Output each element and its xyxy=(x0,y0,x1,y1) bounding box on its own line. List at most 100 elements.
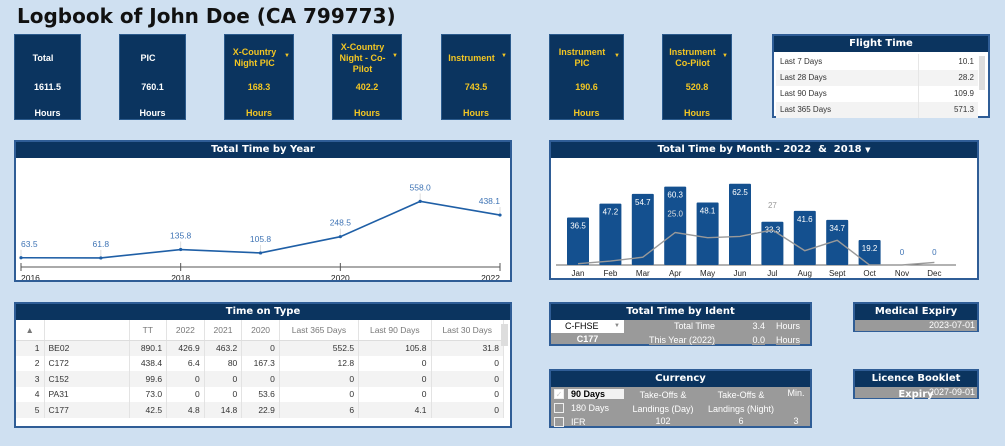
chevron-down-icon: ▼ xyxy=(614,323,620,329)
month-label: May xyxy=(700,269,715,278)
bar-label: 62.5 xyxy=(732,188,748,197)
card-unit: Hours xyxy=(245,108,272,118)
hours: 109.9 xyxy=(918,86,978,102)
year-line-chart: 63.5 61.8 135.8 105.8 248.5 558.0 438.1 2016 201… xyxy=(19,182,502,283)
bar xyxy=(631,193,654,265)
stat-card: Total 1611.5 Hours xyxy=(14,34,81,120)
bar xyxy=(664,186,687,265)
selected-ident: C-FHSE xyxy=(565,321,599,331)
month-label: Dec xyxy=(927,269,941,278)
stat-card[interactable]: Instrument PIC ▼ 190.6 Hours xyxy=(549,34,624,120)
month-label: Aug xyxy=(798,269,812,278)
stat-card[interactable]: Instrument ▼ 743.5 Hours xyxy=(441,34,511,120)
table-cell: 3 xyxy=(16,371,45,387)
panel-title: Medical Expiry xyxy=(855,304,977,320)
chevron-down-icon[interactable]: ▼ xyxy=(284,53,290,59)
table-header: ▲ TT 2022 2021 2020 Last 365 Days Last 90 Days… xyxy=(16,320,504,341)
currency-option[interactable]: 180 Days xyxy=(554,403,624,413)
column-header[interactable] xyxy=(44,320,130,341)
year-value: 0.0 xyxy=(752,335,765,345)
chart-title-dropdown[interactable]: Total Time by Month - 2022 & 2018 ▼ xyxy=(551,142,977,158)
card-unit: Hours xyxy=(462,108,489,118)
hours: 10.1 xyxy=(918,54,978,70)
table-cell: 552.5 xyxy=(279,340,360,356)
licence-expiry-date: 2027-09-01 xyxy=(855,387,977,398)
card-label: X-Country Night PIC xyxy=(232,47,277,68)
tick-label: 2016 xyxy=(21,273,40,280)
panel-title: Total Time by Ident xyxy=(551,304,810,320)
column-header[interactable]: Last 90 Days xyxy=(358,320,432,341)
chevron-down-icon[interactable]: ▼ xyxy=(392,53,398,59)
column-header[interactable]: 2020 xyxy=(241,320,280,341)
table-row[interactable]: 2 C172 438.4 6.4 80 167.3 12.8 0 0 xyxy=(16,355,504,371)
data-point xyxy=(418,199,422,203)
option-label: 90 Days xyxy=(568,389,624,399)
table-cell: 0 xyxy=(358,386,432,402)
table-cell: C172 xyxy=(44,355,130,371)
currency-option[interactable]: IFR xyxy=(554,417,624,427)
line-label: 25.0 xyxy=(667,210,683,219)
chevron-down-icon[interactable]: ▼ xyxy=(722,53,728,59)
chevron-down-icon[interactable]: ▼ xyxy=(614,53,620,59)
month-label: Jul xyxy=(767,269,777,278)
hours: 571.3 xyxy=(918,102,978,118)
table-cell: 6.4 xyxy=(166,355,205,371)
table-cell: 0 xyxy=(431,386,504,402)
panel-title: Licence Booklet Expiry xyxy=(855,371,977,400)
table-cell: 5 xyxy=(16,402,45,418)
column-header[interactable]: TT xyxy=(129,320,168,341)
month-label: Apr xyxy=(669,269,682,278)
year-label: This Year (2022) xyxy=(648,335,715,345)
table-cell: 890.1 xyxy=(129,340,168,356)
bar-label: 36.5 xyxy=(570,222,586,231)
data-point xyxy=(19,256,23,260)
table-cell: 42.5 xyxy=(129,402,168,418)
ident-select[interactable]: C-FHSE ▼ xyxy=(551,320,624,333)
night-value: 6 xyxy=(702,416,780,426)
table-cell: 0 xyxy=(204,386,243,402)
checkbox-icon[interactable] xyxy=(554,417,564,427)
table-row[interactable]: 1 BE02 890.1 426.9 463.2 0 552.5 105.8 31.8 xyxy=(16,340,504,356)
scrollbar[interactable] xyxy=(501,324,508,346)
table-cell: C152 xyxy=(44,371,130,387)
table-cell: 31.8 xyxy=(431,340,504,356)
card-unit: Hours xyxy=(573,108,600,118)
table-cell: 0 xyxy=(241,371,280,387)
table-row[interactable]: 3 C152 99.6 0 0 0 0 0 0 xyxy=(16,371,504,387)
total-time-by-month-chart: Total Time by Month - 2022 & 2018 ▼ 36.5… xyxy=(549,140,979,280)
table-cell: 12.8 xyxy=(279,355,360,371)
stat-card[interactable]: X-Country Night PIC ▼ 168.3 Hours xyxy=(224,34,294,120)
period: Last 365 Days xyxy=(780,105,832,114)
column-header[interactable]: 2022 xyxy=(166,320,205,341)
card-value: 1611.5 xyxy=(33,82,62,92)
data-point xyxy=(258,251,263,255)
table-cell: 4 xyxy=(16,386,45,402)
scrollbar[interactable] xyxy=(979,56,985,90)
table-cell: 6 xyxy=(279,402,360,418)
column-header[interactable]: 2021 xyxy=(204,320,243,341)
series-line-2018 xyxy=(577,229,935,266)
checkbox-icon[interactable] xyxy=(554,403,564,413)
bar-label: 19.2 xyxy=(862,244,878,253)
month-bar-chart: 36.5 Jan 47.2 Feb 54.7 Mar 60.3 Apr 48.1 May 62.5 J… xyxy=(556,183,956,278)
bar xyxy=(761,221,784,265)
month-label: Jan xyxy=(572,269,585,278)
stat-card[interactable]: Instrument Co-Pilot ▼ 520.8 Hours xyxy=(662,34,732,120)
card-label: Instrument xyxy=(448,52,495,63)
currency-option[interactable]: ✓ 90 Days xyxy=(554,389,624,399)
sort-icon[interactable]: ▲ xyxy=(16,320,45,341)
checkbox-icon[interactable]: ✓ xyxy=(554,389,564,399)
data-label: 61.8 xyxy=(93,239,110,249)
column-header[interactable]: Last 365 Days xyxy=(279,320,360,341)
chevron-down-icon[interactable]: ▼ xyxy=(501,53,507,59)
bar-label: 34.7 xyxy=(829,224,845,233)
table-cell: C177 xyxy=(44,402,130,418)
table-cell: 0 xyxy=(279,371,360,387)
card-label: X-Country Night - Co-Pilot xyxy=(339,41,386,74)
table-row[interactable]: 5 C177 42.5 4.8 14.8 22.9 6 4.1 0 xyxy=(16,402,504,418)
time-on-type-panel: Time on Type ▲ TT 2022 2021 2020 Last 365 Day… xyxy=(14,302,512,428)
stat-card[interactable]: X-Country Night - Co-Pilot ▼ 402.2 Hours xyxy=(332,34,402,120)
table-row[interactable]: 4 PA31 73.0 0 0 53.6 0 0 0 xyxy=(16,386,504,402)
col-day: Take-Offs & Landings (Day) xyxy=(627,388,699,416)
column-header[interactable]: Last 30 Days xyxy=(431,320,504,341)
